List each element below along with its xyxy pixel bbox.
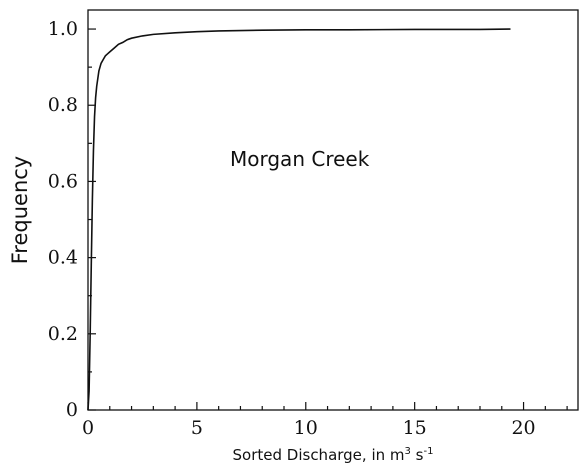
y-tick-label: 0.6 [48, 170, 78, 192]
y-tick-label: 0.4 [48, 247, 78, 269]
x-axis-title-sup2: -1 [423, 446, 433, 457]
y-tick-label: 0.8 [48, 94, 78, 116]
x-axis-title: Sorted Discharge, in m3 s-1 [233, 446, 434, 464]
x-axis-ticks: 0 5 10 15 20 [82, 402, 568, 439]
x-tick-label: 15 [403, 417, 427, 439]
x-tick-label: 0 [82, 417, 94, 439]
x-axis-title-sup1: 3 [405, 446, 411, 457]
x-tick-label: 20 [511, 417, 535, 439]
y-tick-label: 0 [66, 399, 78, 421]
series-line [87, 28, 511, 411]
x-axis-title-main: Sorted Discharge, in m [233, 446, 405, 464]
x-tick-label: 5 [191, 417, 203, 439]
y-axis-ticks: 0 0.2 0.4 0.6 0.8 1.0 [48, 18, 96, 421]
y-tick-label: 1.0 [48, 18, 78, 40]
annotation-label: Morgan Creek [230, 147, 370, 171]
y-axis-title: Frequency [8, 156, 32, 265]
x-axis-title-mid: s [411, 446, 424, 464]
plot-frame [87, 9, 579, 411]
x-tick-label: 10 [294, 417, 318, 439]
y-tick-label: 0.2 [48, 323, 78, 345]
